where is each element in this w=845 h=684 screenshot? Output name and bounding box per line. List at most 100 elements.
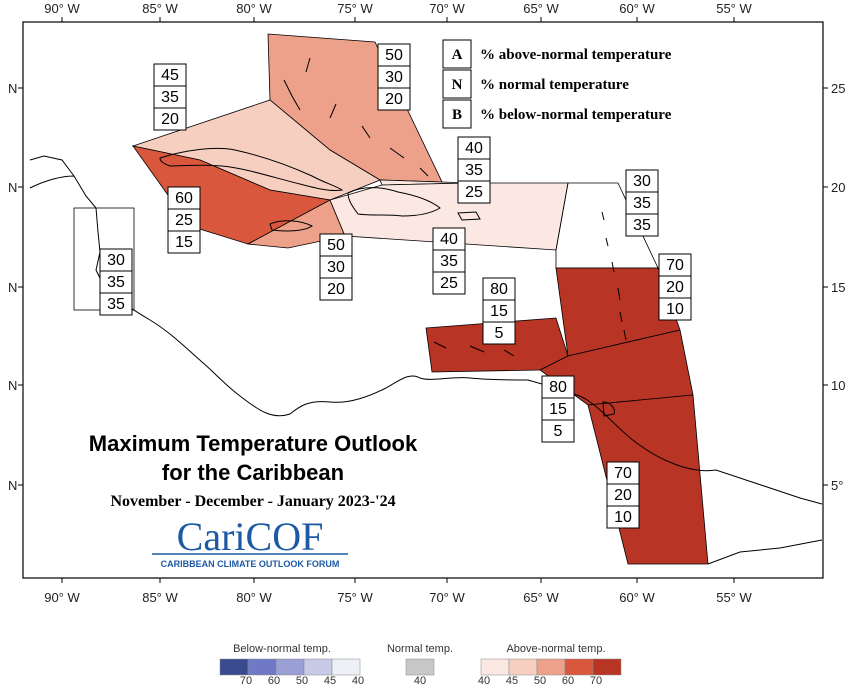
prob-value: 35 [633,195,651,212]
prob-value: 25 [465,184,483,201]
legend-key-b: B [452,107,462,123]
colorbar-swatch-above [564,658,594,676]
lat-label-left: N [8,280,17,295]
lat-label-right: 10 [831,378,845,393]
prob-box: 40 35 25 [432,227,466,295]
colorbar-swatch-below [303,658,333,676]
lon-label-top: 70° W [429,1,465,16]
lon-label-bottom: 85° W [142,590,178,605]
lon-label-bottom: 60° W [619,590,655,605]
prob-cell [625,213,659,237]
prob-cell [432,271,466,295]
prob-value: 40 [440,231,458,248]
lat-label-left: N [8,180,17,195]
prob-value: 35 [465,162,483,179]
logo-subtitle: CARIBBEAN CLIMATE OUTLOOK FORUM [161,559,340,569]
prob-value: 60 [175,190,193,207]
prob-box: 50 30 20 [377,43,411,111]
prob-box: 40 35 25 [457,136,491,204]
prob-value: 40 [465,140,483,157]
legend-key-box-a [442,39,472,69]
lon-label-bottom: 55° W [716,590,752,605]
latitude-labels-left: N N N N N [8,81,23,493]
colorbar-tick-below: 50 [296,675,308,684]
prob-box: 70 20 10 [606,461,640,529]
abn-legend: A N B % above-normal temperature % norma… [442,39,672,129]
colorbar-normal-label: Normal temp. [387,643,453,655]
prob-value: 15 [490,303,508,320]
colorbar-swatch-above [480,658,510,676]
prob-value: 15 [175,234,193,251]
legend-key-n: N [452,77,463,93]
lon-label-top: 60° W [619,1,655,16]
colorbar-tick-above: 70 [590,675,602,684]
prob-cell [606,505,640,529]
lat-label-right: 15 [831,280,845,295]
colorbar-tick-below: 70 [240,675,252,684]
prob-value: 20 [161,111,179,128]
colorbar-tick-above: 45 [506,675,518,684]
prob-cell [377,87,411,111]
coastlines [29,57,823,565]
prob-value: 30 [327,259,345,276]
prob-box: 45 35 20 [153,63,187,131]
prob-value: 20 [327,281,345,298]
prob-value: 50 [385,47,403,64]
logo-wordmark: CariCOF [177,514,324,559]
lat-label-right: 25 [831,81,845,96]
colorbar-swatch-below [331,658,361,676]
lon-label-bottom: 75° W [337,590,373,605]
caricof-logo: CariCOF CARIBBEAN CLIMATE OUTLOOK FORUM [152,514,348,569]
prob-box: 80 15 5 [541,375,575,443]
colorbar-below-label: Below-normal temp. [233,643,331,655]
prob-value: 30 [633,173,651,190]
probability-boxes: 50 30 20 45 35 20 60 25 15 50 30 20 40 35 25 40 35 25 30 35… [99,43,692,529]
legend-text-below: % below-normal temperature [480,107,672,123]
prob-cell [541,419,575,443]
lon-label-top: 80° W [236,1,272,16]
lon-label-bottom: 90° W [44,590,80,605]
longitude-labels-top: 90° W 85° W 80° W 75° W 70° W 65° W 60° W 55° W [44,1,752,22]
prob-value: 25 [175,212,193,229]
prob-value: 20 [666,279,684,296]
legend-text-above: % above-normal temperature [480,47,672,63]
prob-value: 70 [666,257,684,274]
map-title-line2: for the Caribbean [162,460,344,485]
colorbar-tick-below: 60 [268,675,280,684]
prob-value: 35 [107,274,125,291]
colorbar-ticks: 70 60 50 45 40 40 40 45 50 60 70 [240,675,602,684]
prob-box: 30 35 35 [99,248,133,316]
legend-key-box-b [442,99,472,129]
prob-box: 30 35 35 [625,169,659,237]
prob-value: 20 [385,91,403,108]
region-trinidad [539,329,694,406]
prob-box: 60 25 15 [167,186,201,254]
lat-label-left: N [8,478,17,493]
prob-cell [457,180,491,204]
prob-value: 50 [327,237,345,254]
prob-value: 25 [440,275,458,292]
prob-value: 35 [161,89,179,106]
prob-value: 35 [107,296,125,313]
prob-value: 45 [161,67,179,84]
prob-cell [658,297,692,321]
lon-label-top: 65° W [523,1,559,16]
prob-value: 5 [495,325,504,342]
colorbar-tick-above: 40 [478,675,490,684]
lat-label-left: N [8,378,17,393]
prob-cell [482,321,516,345]
prob-value: 80 [490,281,508,298]
longitude-labels-bottom: 90° W 85° W 80° W 75° W 70° W 65° W 60° W 55° W [44,578,752,605]
prob-value: 30 [385,69,403,86]
prob-value: 80 [549,379,567,396]
colorbar-swatch-below [219,658,249,676]
prob-cell [99,292,133,316]
colorbar-swatches [219,658,622,676]
prob-value: 5 [554,423,563,440]
lat-label-right: 5° [831,478,843,493]
colorbar-swatch-below [275,658,305,676]
prob-value: 20 [614,487,632,504]
legend-key-a: A [452,47,463,63]
latitude-labels-right: 25 20 15 10 5° [823,81,845,493]
